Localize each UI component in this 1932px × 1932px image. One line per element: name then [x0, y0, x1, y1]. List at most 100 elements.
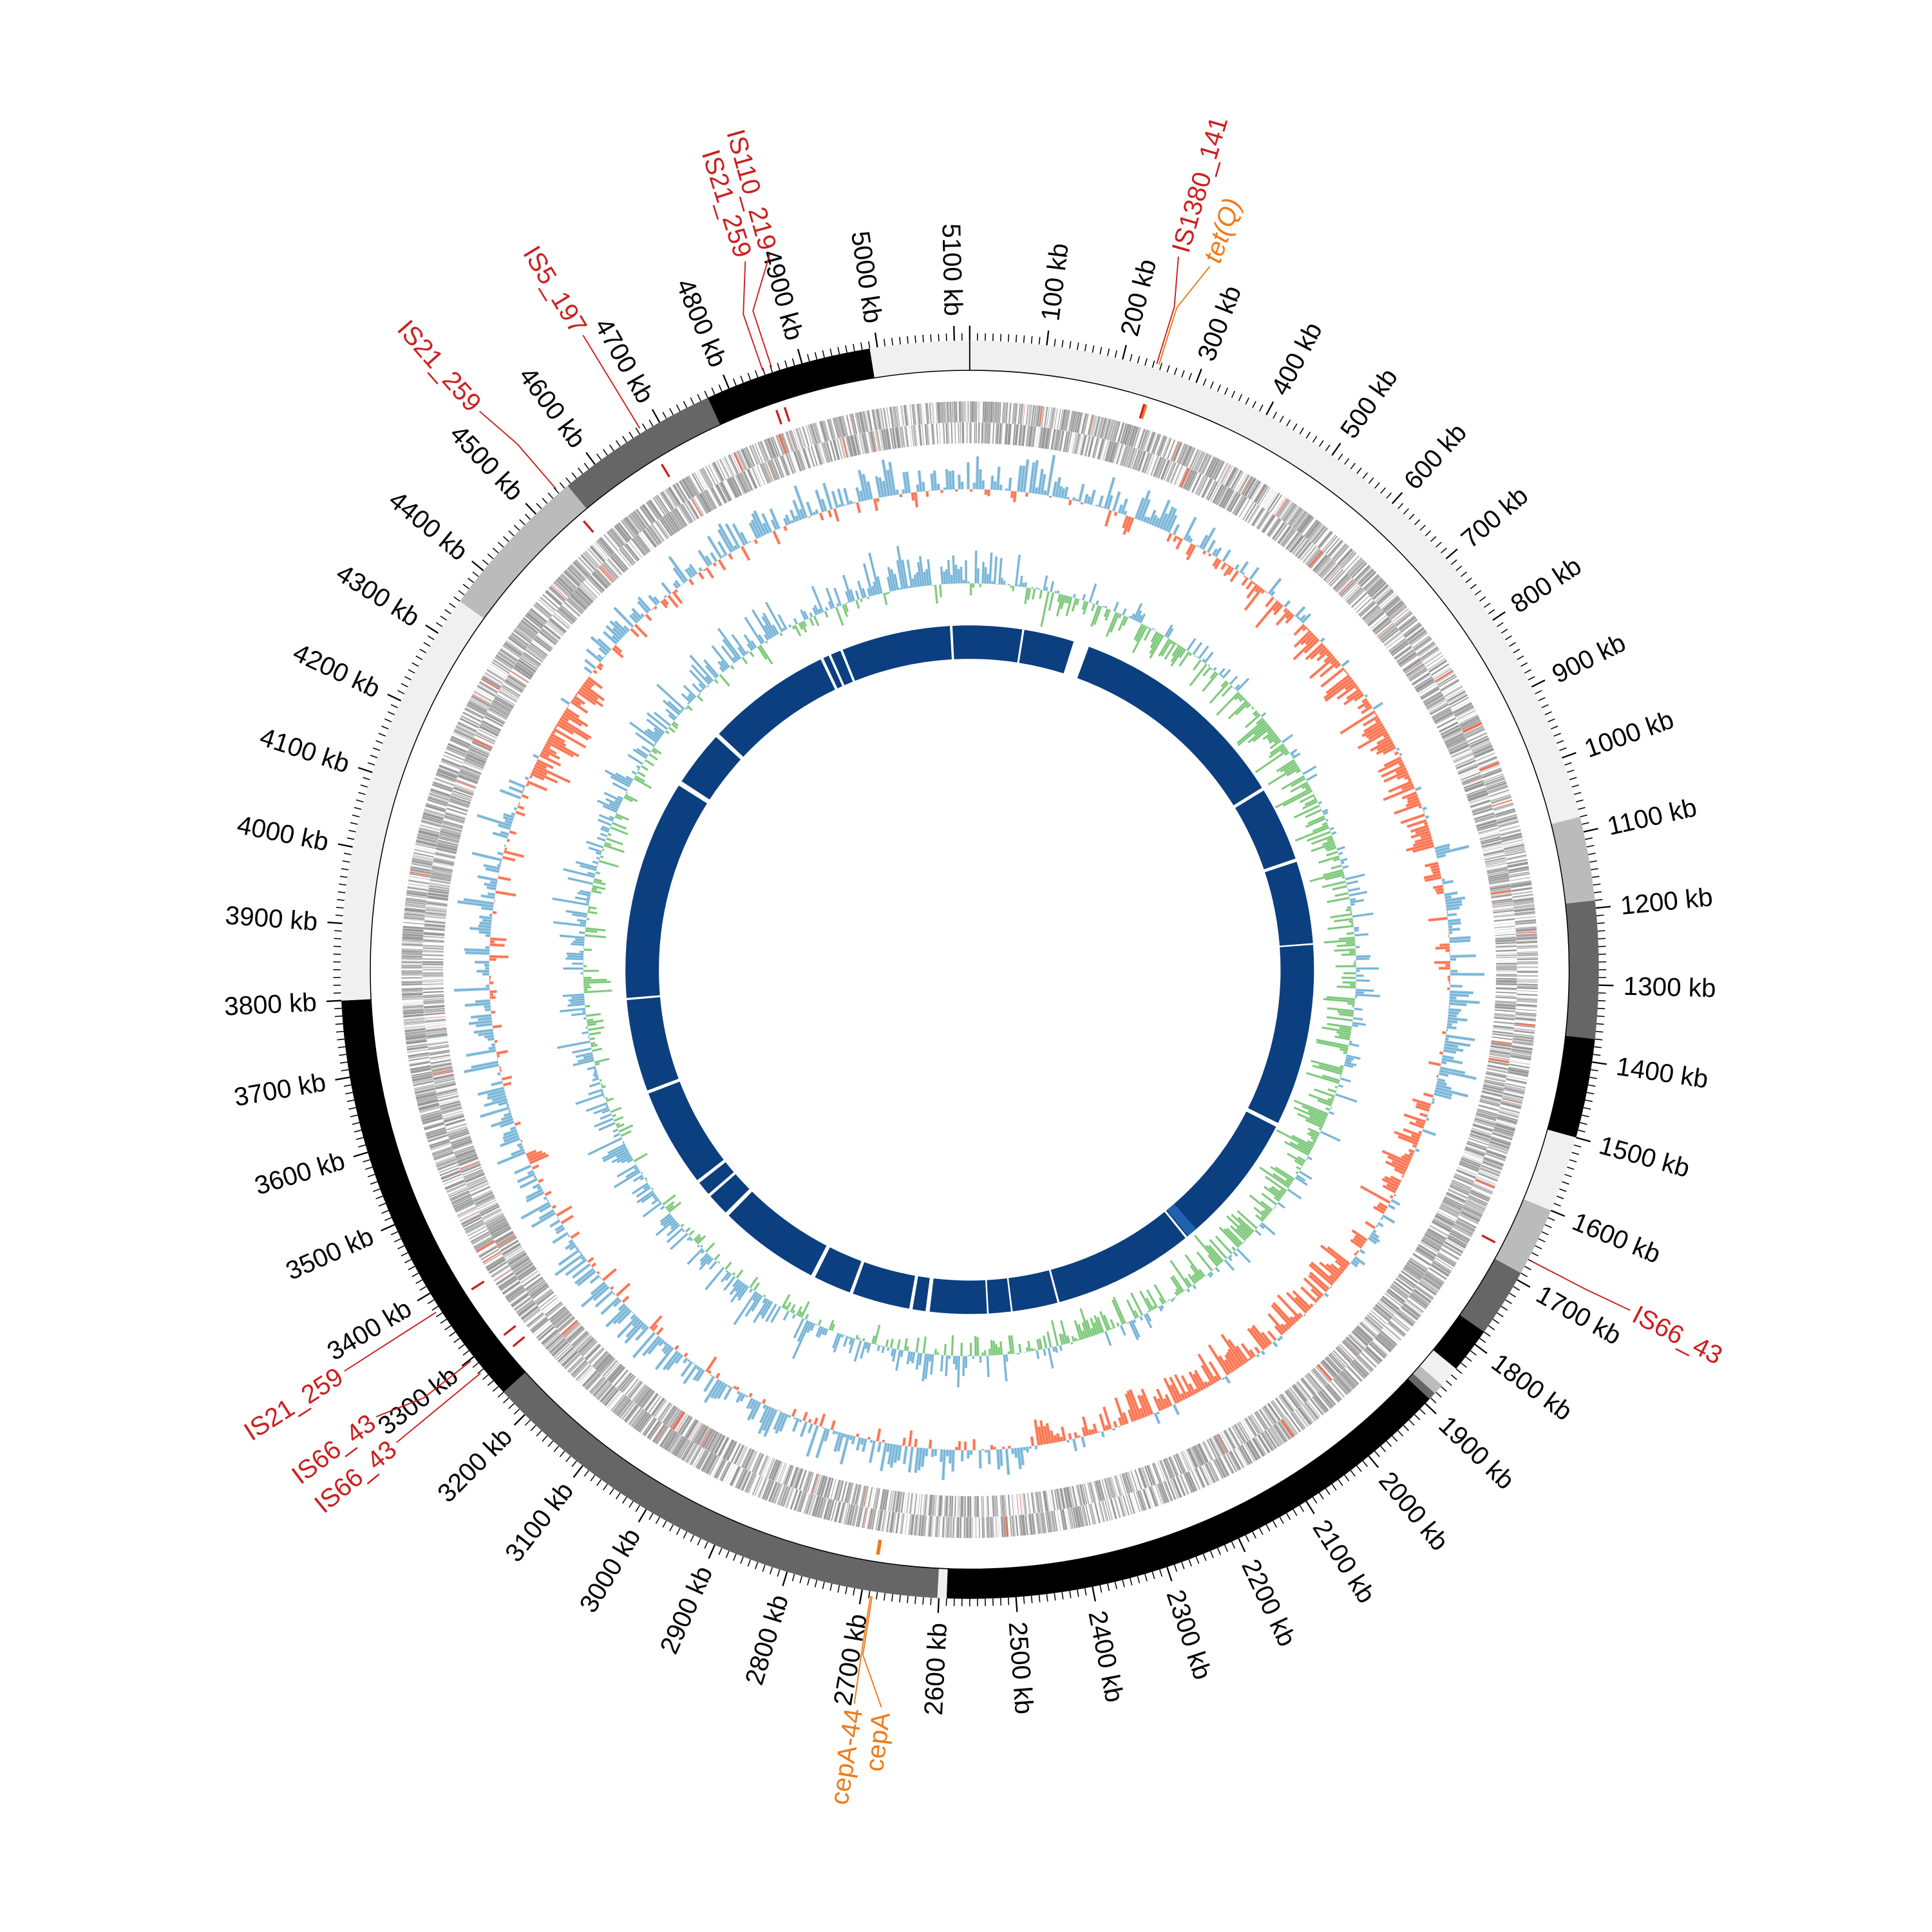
gene-feature [1425, 696, 1444, 707]
gene-feature [1470, 801, 1492, 809]
signal-bar [1061, 1334, 1066, 1345]
gene-feature [1003, 402, 1006, 424]
signal-bar [622, 1296, 629, 1303]
signal-bar [1403, 1114, 1426, 1122]
signal-bar [1402, 792, 1417, 799]
gene-feature [1381, 1295, 1400, 1311]
signal-bar [1296, 1175, 1306, 1182]
signal-bar [552, 1232, 569, 1244]
signal-bar [828, 510, 832, 518]
gene-feature [1386, 635, 1404, 649]
signal-bar [1449, 999, 1480, 1003]
signal-bar [1333, 858, 1340, 862]
signal-bar [526, 1191, 544, 1202]
signal-bar [1284, 600, 1291, 607]
gene-feature [883, 1510, 887, 1532]
signal-bar [1406, 842, 1434, 851]
gene-feature [1226, 491, 1237, 511]
gene-feature [1296, 540, 1311, 558]
signal-bar [1331, 1264, 1343, 1274]
signal-bar [1448, 1018, 1468, 1021]
signal-bar [1422, 807, 1427, 810]
signal-bar [1244, 698, 1246, 701]
signal-bar [1198, 1269, 1206, 1277]
signal-bar [673, 567, 685, 583]
signal-bar [1061, 1426, 1066, 1441]
signal-bar [870, 1440, 873, 1443]
signal-bar [668, 1202, 681, 1213]
signal-bar [1186, 1289, 1190, 1293]
signal-bar [556, 1227, 565, 1234]
gene-feature [1473, 1121, 1495, 1128]
gene-feature [576, 1365, 592, 1381]
signal-bar [1378, 759, 1403, 773]
gene-feature [1182, 468, 1191, 489]
signal-bar [1209, 671, 1217, 679]
signal-bar [705, 665, 717, 679]
signal-bar [1268, 734, 1277, 742]
signal-bar [1419, 1113, 1428, 1117]
signal-bar [638, 601, 649, 613]
gene-feature [401, 964, 422, 965]
signal-bar [1355, 994, 1381, 997]
gene-feature [1435, 714, 1455, 725]
gene-feature [1464, 1150, 1484, 1158]
signal-bar [517, 1143, 522, 1146]
gene-feature [1465, 1145, 1486, 1154]
signal-bar [1227, 1349, 1241, 1367]
signal-bar [1074, 1338, 1077, 1341]
signal-bar [1338, 852, 1343, 855]
gene-feature [1285, 1416, 1299, 1434]
signal-bar [1041, 474, 1046, 495]
gene-feature [1481, 1090, 1503, 1098]
signal-bar [929, 1439, 932, 1449]
signal-bar [1240, 561, 1249, 573]
gene-feature [1229, 1450, 1242, 1471]
signal-bar [1306, 1072, 1340, 1084]
signal-bar [503, 1082, 511, 1086]
signal-bar [1269, 744, 1284, 755]
gene-feature [1439, 1206, 1459, 1217]
signal-bar [552, 898, 589, 905]
gene-feature [1395, 1277, 1414, 1293]
signal-bar [687, 1248, 703, 1265]
signal-bar [605, 798, 620, 806]
gene-feature [1495, 1121, 1517, 1128]
gene-feature [1010, 1515, 1013, 1537]
signal-bar [490, 881, 497, 884]
signal-bar [1153, 1305, 1156, 1309]
gene-feature [1420, 687, 1440, 701]
signal-bar [892, 1349, 896, 1362]
gene-feature [1480, 1097, 1501, 1103]
signal-bar [1336, 846, 1345, 851]
signal-bar [1168, 515, 1177, 533]
signal-bar [1252, 1325, 1269, 1347]
signal-bar [1045, 587, 1048, 591]
signal-bar [730, 665, 734, 670]
signal-bar [598, 647, 607, 656]
signal-bar [617, 1316, 638, 1338]
signal-bar [806, 1425, 819, 1457]
signal-bar [1271, 1186, 1284, 1196]
gene-feature [1469, 797, 1490, 804]
gene-feature [1124, 446, 1133, 468]
signal-bar [580, 890, 591, 894]
gene-feature [1339, 1343, 1355, 1359]
signal-bar [673, 583, 678, 589]
gene-feature [1034, 426, 1037, 448]
inner-ring-segment [831, 650, 853, 686]
gene-feature [401, 961, 423, 964]
signal-bar [1387, 1184, 1397, 1191]
gene-feature [1305, 1374, 1320, 1392]
gene-feature [1094, 437, 1100, 459]
signal-bar [1230, 1225, 1246, 1241]
gene-feature [1310, 1370, 1325, 1387]
gene-feature [1325, 565, 1340, 582]
signal-bar [1311, 1289, 1321, 1298]
gene-feature [1468, 796, 1490, 804]
signal-bar [1383, 770, 1408, 782]
signal-bar [504, 851, 524, 857]
gene-feature [413, 851, 435, 857]
signal-bar [1097, 1316, 1104, 1333]
signal-bar [1441, 1061, 1447, 1064]
